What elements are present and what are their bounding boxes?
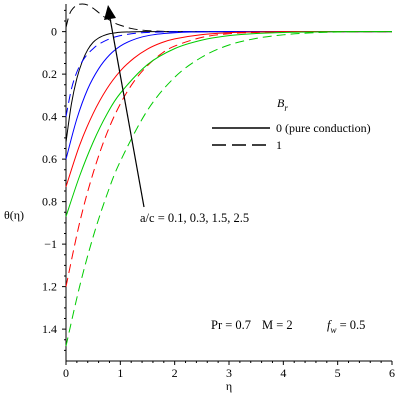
series-line-green-dashed (65, 31, 393, 347)
x-tick-label: 4 (280, 366, 286, 380)
arrow-shaft (109, 17, 145, 208)
y-axis-title: θ(η) (4, 208, 24, 222)
x-tick-label: 1 (117, 366, 123, 380)
series-line-green-solid (65, 31, 393, 217)
param-pr: Pr = 0.7 (211, 318, 251, 332)
x-tick-label: 0 (63, 366, 69, 380)
y-tick-label: 1.2 (42, 280, 57, 294)
x-tick-label: 3 (226, 366, 232, 380)
series-line-blue-solid (65, 31, 393, 160)
x-tick-label: 6 (389, 366, 395, 380)
series-line-blue-dashed (65, 31, 393, 117)
legend-title: Br (277, 96, 288, 113)
parameter-annotation: Pr = 0.7 M = 2 fw = 0.5 (211, 318, 365, 335)
x-tick-label: 5 (335, 366, 341, 380)
y-tick-label: 1.4 (42, 322, 57, 336)
arrow-annotation: a/c = 0.1, 0.3, 1.5, 2.5 (104, 5, 249, 225)
arrow-head (104, 5, 116, 20)
y-tick-label: 0.6 (42, 152, 57, 166)
legend-entry-dashed: 1 (276, 138, 282, 152)
y-tick-label: 0.8 (42, 195, 57, 209)
param-fw: fw = 0.5 (327, 318, 365, 335)
y-tick-label: 0 (51, 25, 57, 39)
x-axis-title: η (226, 379, 232, 393)
series-line-red-solid (65, 31, 393, 187)
param-m: M = 2 (262, 318, 293, 332)
plot-frame (65, 4, 392, 362)
legend: Br 0 (pure conduction) 1 (212, 96, 371, 152)
axis-ticks: 0 1 2 3 4 5 6 0 0.2 0.4 0.6 0.8 −1 1.2 1.4 (42, 9, 395, 380)
y-tick-label: 0.4 (42, 110, 57, 124)
y-tick-label: −1 (44, 237, 57, 251)
x-tick-label: 2 (172, 366, 178, 380)
legend-entry-solid: 0 (pure conduction) (276, 121, 371, 135)
arrow-label: a/c = 0.1, 0.3, 1.5, 2.5 (140, 211, 249, 225)
y-tick-label: 0.2 (42, 67, 57, 81)
series-line-red-dashed (65, 31, 393, 287)
series-layer (65, 3, 393, 347)
